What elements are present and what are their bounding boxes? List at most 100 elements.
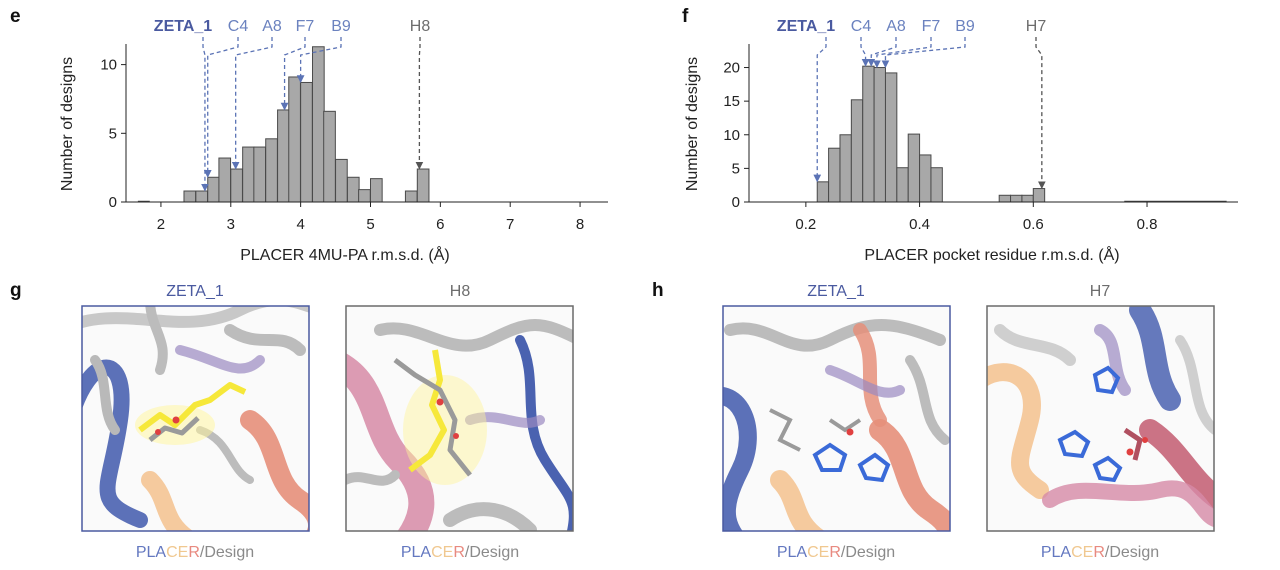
x-axis-label-f: PLACER pocket residue r.m.s.d. (Å) — [864, 245, 1119, 264]
annotation-label: A8 — [262, 18, 282, 35]
annotation-label: C4 — [228, 18, 249, 35]
annotation-arrow — [415, 37, 424, 170]
annotation-arrow — [867, 37, 897, 67]
x-tick-label: 0.8 — [1137, 216, 1158, 233]
histogram-bar — [300, 81, 313, 203]
histogram-bar — [919, 154, 932, 203]
x-tick-label: 0.6 — [1023, 216, 1044, 233]
annotation-label: F7 — [922, 18, 941, 35]
histogram-e-annotations: ZETA_1 C4 A8 F7 B9 H8 — [154, 18, 431, 192]
histogram-bar — [207, 176, 220, 203]
histogram-e-bars — [137, 46, 430, 203]
y-tick-label: 0 — [109, 194, 117, 211]
annotation-label: C4 — [851, 18, 872, 35]
x-tick-label: 0.4 — [909, 216, 930, 233]
panel-h-right-title: H7 — [1090, 283, 1111, 300]
structure-image-g-h8 — [345, 305, 574, 532]
x-tick-label: 2 — [157, 216, 165, 233]
histogram-bar — [1021, 194, 1034, 203]
histogram-bar — [312, 46, 325, 203]
y-ticks-e: 0 5 10 — [100, 57, 126, 211]
x-tick-label: 4 — [296, 216, 304, 233]
x-tick-label: 0.2 — [795, 216, 816, 233]
annotation-arrow — [1035, 37, 1046, 190]
structure-image-g-zeta — [81, 305, 310, 532]
annotation-label: H8 — [410, 18, 431, 35]
y-tick-label: 5 — [109, 125, 117, 142]
y-axis-label-e: Number of designs — [59, 57, 76, 191]
caption-h-left: PLACER/Design — [777, 544, 895, 561]
histogram-f-annotations: ZETA_1 C4 A8 F7 B9 H7 — [777, 18, 1047, 190]
histogram-bar — [907, 133, 921, 203]
annotation-label: ZETA_1 — [154, 18, 212, 35]
annotation-label: B9 — [331, 18, 351, 35]
y-tick-label: 10 — [723, 127, 740, 144]
histogram-bar — [242, 146, 255, 203]
panel-h-left-title: ZETA_1 — [807, 283, 865, 300]
annotation-label: B9 — [955, 18, 975, 35]
histogram-bar — [862, 65, 875, 203]
y-tick-label: 5 — [732, 160, 740, 177]
x-tick-label: 7 — [506, 216, 514, 233]
x-tick-label: 6 — [436, 216, 444, 233]
histogram-bar — [183, 190, 197, 203]
panel-letter-f: f — [682, 6, 689, 27]
annotation-label: H7 — [1026, 18, 1047, 35]
panel-g-right-title: H8 — [450, 283, 471, 300]
x-axis-label-e: PLACER 4MU-PA r.m.s.d. (Å) — [240, 245, 450, 264]
y-tick-label: 10 — [100, 57, 117, 74]
y-ticks-f: 0 5 10 15 20 — [723, 60, 749, 211]
histogram-bar — [195, 190, 209, 203]
annotation-label: A8 — [886, 18, 906, 35]
histogram-bar — [998, 194, 1012, 203]
histogram-e: e ZETA_1 C4 A8 F7 B9 H8 0 5 10 2 3 4 5 6 7 8 PLACER 4… — [10, 6, 608, 264]
histogram-bar — [230, 168, 243, 203]
histogram-bar — [218, 157, 232, 203]
caption-h-right: PLACER/Design — [1041, 544, 1159, 561]
x-tick-label: 3 — [227, 216, 235, 233]
histogram-bar — [335, 158, 348, 203]
annotation-arrow — [881, 37, 966, 69]
histogram-bar — [265, 138, 278, 203]
annotation-arrow — [280, 37, 306, 111]
histogram-bar — [873, 67, 886, 203]
caption-g-right: PLACER/Design — [401, 544, 519, 561]
structure-image-h-zeta — [722, 305, 951, 532]
histogram-bar — [930, 167, 943, 203]
annotation-label: F7 — [296, 18, 315, 35]
annotation-arrow — [201, 37, 209, 192]
x-tick-label: 8 — [576, 216, 584, 233]
panel-letter-h: h — [652, 280, 664, 301]
histogram-bar — [884, 72, 898, 203]
y-tick-label: 0 — [732, 194, 740, 211]
x-ticks-e: 2 3 4 5 6 7 8 — [157, 202, 584, 233]
annotation-arrow — [231, 37, 273, 170]
annotation-arrow — [813, 37, 827, 183]
panel-letter-g: g — [10, 280, 22, 301]
x-ticks-f: 0.2 0.4 0.6 0.8 — [795, 202, 1157, 233]
histogram-bar — [253, 146, 267, 203]
histogram-bar — [323, 110, 336, 203]
histogram-bar — [1010, 194, 1023, 203]
panel-g-left-title: ZETA_1 — [166, 283, 224, 300]
y-axis-label-f: Number of designs — [684, 57, 701, 191]
annotation-arrow — [203, 37, 239, 178]
x-tick-label: 5 — [366, 216, 374, 233]
annotation-arrow — [296, 37, 342, 84]
histogram-bar — [839, 134, 852, 203]
caption-g-left: PLACER/Design — [136, 544, 254, 561]
histogram-bar — [358, 189, 371, 203]
histogram-bar — [288, 76, 301, 203]
histogram-bar — [346, 176, 360, 203]
histogram-f-bars — [816, 65, 1227, 203]
annotation-label: ZETA_1 — [777, 18, 835, 35]
histogram-bar — [828, 147, 841, 203]
annotation-arrow — [860, 37, 870, 67]
histogram-bar — [277, 109, 290, 203]
histogram-bar — [896, 167, 909, 203]
histogram-bar — [369, 178, 383, 203]
histogram-bar — [850, 99, 864, 203]
structure-image-h-h7 — [986, 305, 1215, 532]
y-tick-label: 20 — [723, 60, 740, 77]
